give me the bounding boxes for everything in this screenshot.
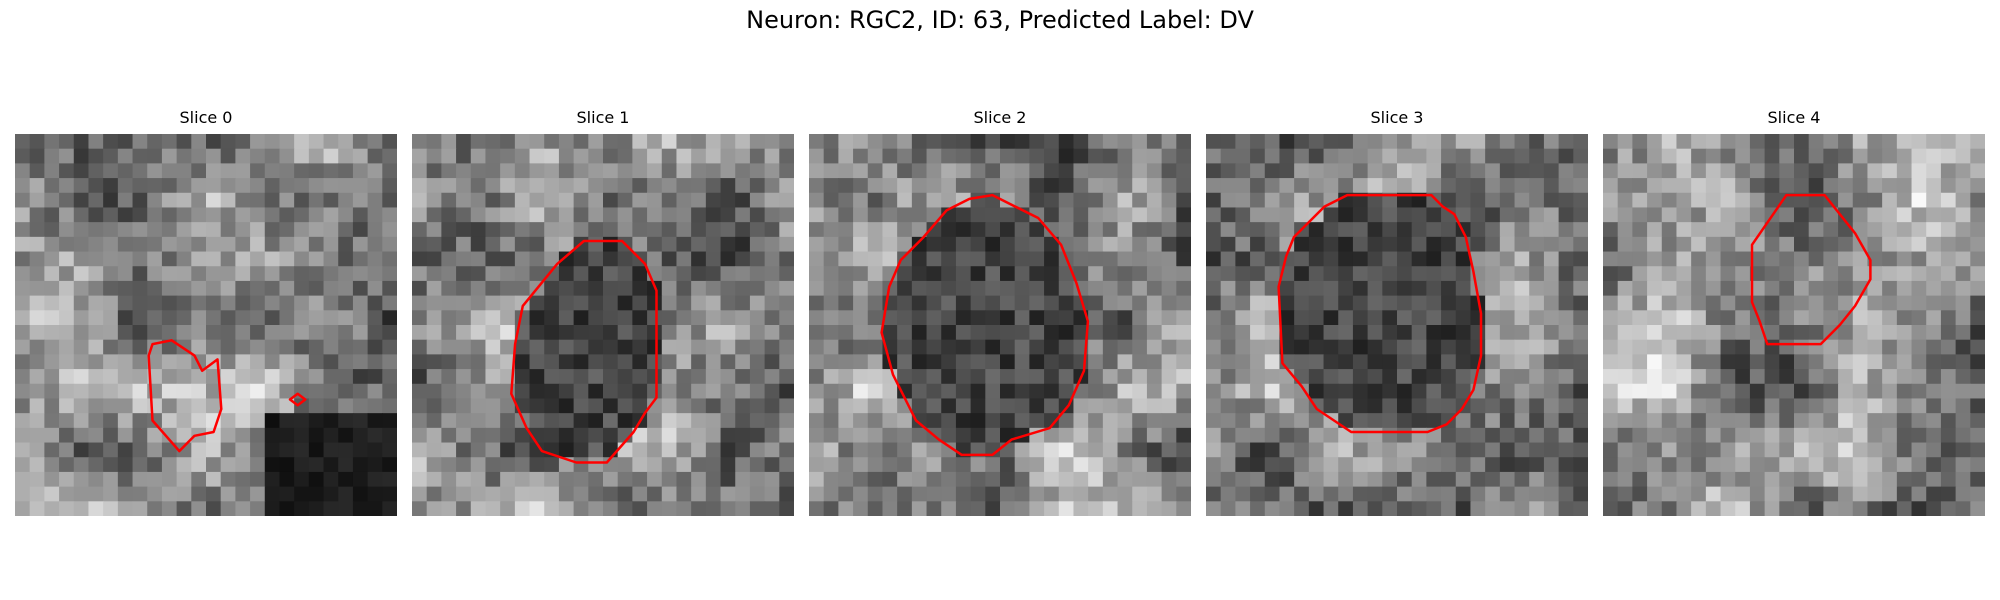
- pixel-grid: [1603, 134, 1985, 516]
- roi-contour: [288, 392, 307, 407]
- slice-image: [1603, 134, 1985, 516]
- roi-contour: [880, 193, 1090, 457]
- roi-contour: [147, 339, 223, 453]
- slice-title: Slice 4: [1767, 108, 1821, 127]
- slice-title: Slice 0: [179, 108, 233, 127]
- pixel-grid: [412, 134, 794, 516]
- roi-contour: [510, 239, 658, 464]
- slice-image: [412, 134, 794, 516]
- pixel-grid: [1206, 134, 1588, 516]
- roi-contour: [1277, 193, 1483, 434]
- slice-image: [15, 134, 397, 516]
- roi-contour: [1750, 193, 1872, 346]
- slice-image: [809, 134, 1191, 516]
- figure-title: Neuron: RGC2, ID: 63, Predicted Label: D…: [746, 6, 1254, 34]
- pixel-grid: [15, 134, 397, 516]
- slice-title: Slice 1: [576, 108, 630, 127]
- pixel-grid: [809, 134, 1191, 516]
- slice-title: Slice 3: [1370, 108, 1424, 127]
- slice-title: Slice 2: [973, 108, 1027, 127]
- slice-image: [1206, 134, 1588, 516]
